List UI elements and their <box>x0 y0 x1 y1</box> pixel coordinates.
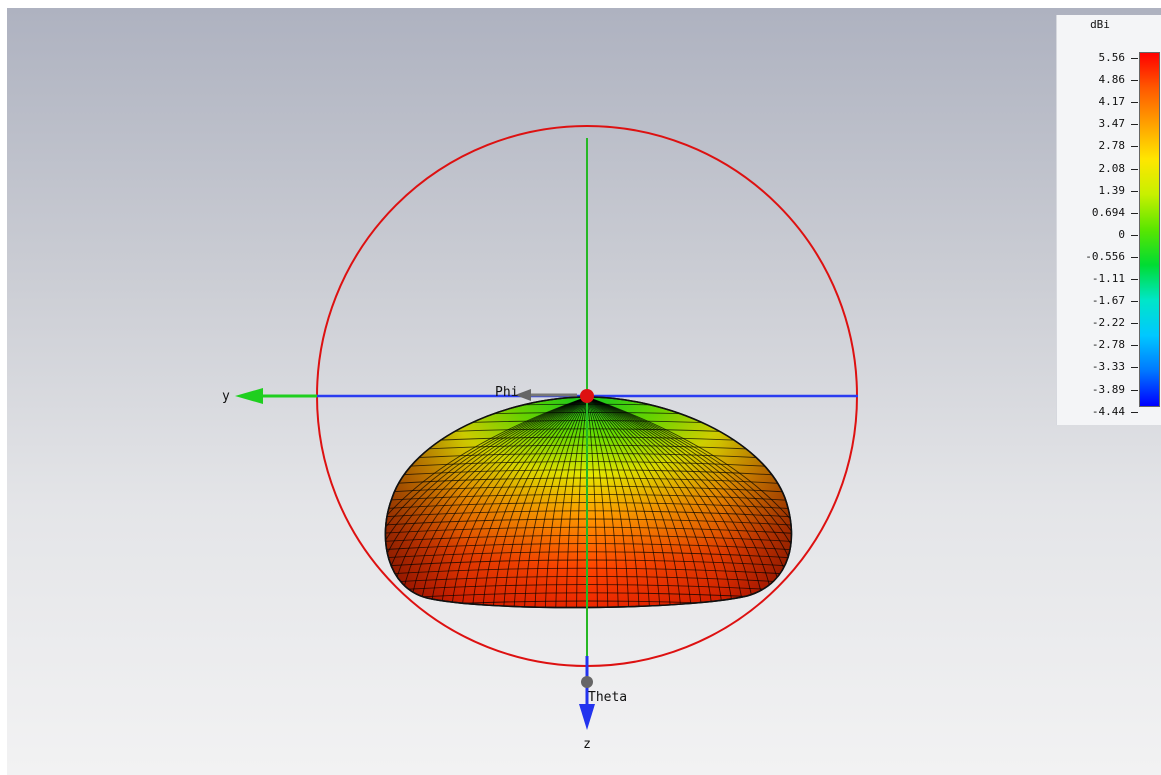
colorbar-tick-label: 4.86 <box>1098 73 1126 87</box>
origin-marker[interactable] <box>580 389 594 403</box>
colorbar-tick-mark <box>1131 389 1138 391</box>
colorbar-tick-label: 2.08 <box>1098 161 1126 175</box>
colorbar-tick-label: -1.67 <box>1091 294 1125 308</box>
colorbar-tick-label: -3.89 <box>1091 382 1125 396</box>
theta-label: Theta <box>588 690 627 705</box>
pattern-scene[interactable]: y z Phi Theta <box>7 8 1161 775</box>
colorbar-tick-label: 1.39 <box>1098 183 1126 197</box>
z-axis-arrowhead <box>579 704 595 730</box>
3d-plot-viewport[interactable]: y z Phi Theta dBi 5.56 4.86 4.17 3.47 2.78 2.… <box>7 8 1161 775</box>
colorbar-tick-label: -3.33 <box>1091 360 1125 374</box>
colorbar-tick-mark <box>1131 102 1138 104</box>
y-axis-label: y <box>222 389 230 404</box>
z-axis-label: z <box>583 737 591 752</box>
colorbar <box>1139 52 1160 407</box>
colorbar-tick-mark <box>1131 146 1138 148</box>
colorbar-tick-mark <box>1131 234 1138 236</box>
colorbar-tick-mark <box>1131 212 1138 214</box>
colorbar-tick-label: 0.694 <box>1091 205 1125 219</box>
colorbar-tick-mark <box>1131 80 1138 82</box>
colorbar-tick-label: 0 <box>1118 227 1125 241</box>
colorbar-tick-mark <box>1131 279 1138 280</box>
legend-unit-label: dBi <box>1090 18 1110 31</box>
colorbar-tick-label: 5.56 <box>1098 51 1126 64</box>
phi-label: Phi <box>495 385 518 400</box>
y-axis-arrowhead <box>235 388 263 404</box>
colorbar-tick-label: -2.78 <box>1091 338 1125 352</box>
colorbar-tick-mark <box>1131 301 1138 303</box>
color-scale-legend: dBi 5.56 4.86 4.17 3.47 2.78 2.08 1.39 0.694 0 -0… <box>1056 15 1161 425</box>
colorbar-tick-label: 2.78 <box>1098 139 1126 153</box>
colorbar-tick-label: -4.44 <box>1091 404 1125 418</box>
colorbar-tick-mark <box>1131 411 1138 413</box>
colorbar-tick-mark <box>1131 367 1138 369</box>
phi-arrowhead <box>515 389 531 401</box>
colorbar-tick-label: -1.11 <box>1091 272 1125 285</box>
colorbar-tick-mark <box>1131 345 1138 347</box>
theta-marker[interactable] <box>581 676 593 688</box>
colorbar-tick-label: 3.47 <box>1098 117 1126 131</box>
colorbar-tick-label: -2.22 <box>1091 316 1125 330</box>
colorbar-tick-mark <box>1131 168 1138 170</box>
colorbar-tick-mark <box>1131 124 1138 126</box>
colorbar-tick-mark <box>1131 58 1138 59</box>
colorbar-tick-mark <box>1131 190 1138 192</box>
colorbar-tick-label: -0.556 <box>1085 249 1125 263</box>
colorbar-tick-mark <box>1131 256 1138 258</box>
colorbar-tick-mark <box>1131 323 1138 325</box>
colorbar-tick-label: 4.17 <box>1098 95 1126 109</box>
